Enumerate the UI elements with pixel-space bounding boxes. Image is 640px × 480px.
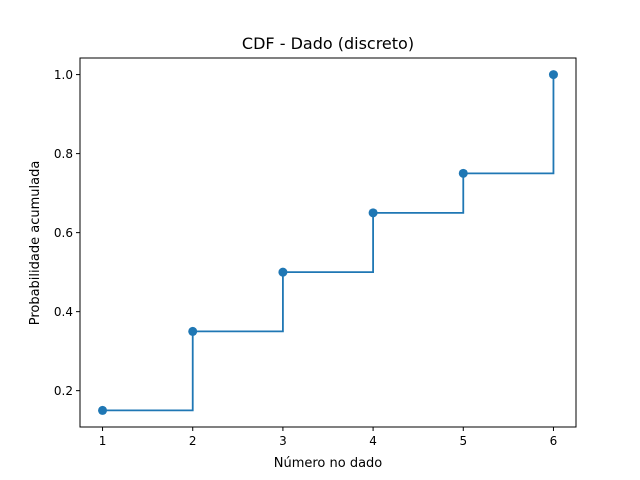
x-tick-label-5: 5 [459,434,467,448]
x-tick-label-1: 1 [99,434,107,448]
y-axis-label: Probabilidade acumulada [28,161,43,326]
y-tick-label-0.4: 0.4 [54,305,73,319]
chart-title: CDF - Dado (discreto) [242,34,414,53]
y-tick-label-0.2: 0.2 [54,384,73,398]
y-tick-label-0.6: 0.6 [54,226,73,240]
plot-area: 1 2 3 4 5 6 0.2 0.4 0.6 0.8 1.0 [54,57,577,448]
data-point-1 [98,405,108,415]
x-tick-label-4: 4 [369,434,377,448]
data-point-3 [278,267,288,277]
series-step-line [102,74,555,412]
data-point-6 [548,70,558,80]
x-axis-label: Número no dado [274,456,383,471]
plot-frame [79,57,577,428]
y-tick-label-1.0: 1.0 [54,68,73,82]
data-point-4 [368,208,378,218]
data-point-2 [188,326,198,336]
y-tick-label-0.8: 0.8 [54,147,73,161]
data-point-5 [458,168,468,178]
x-tick-label-2: 2 [189,434,197,448]
x-tick-label-3: 3 [279,434,287,448]
x-tick-label-6: 6 [550,434,558,448]
